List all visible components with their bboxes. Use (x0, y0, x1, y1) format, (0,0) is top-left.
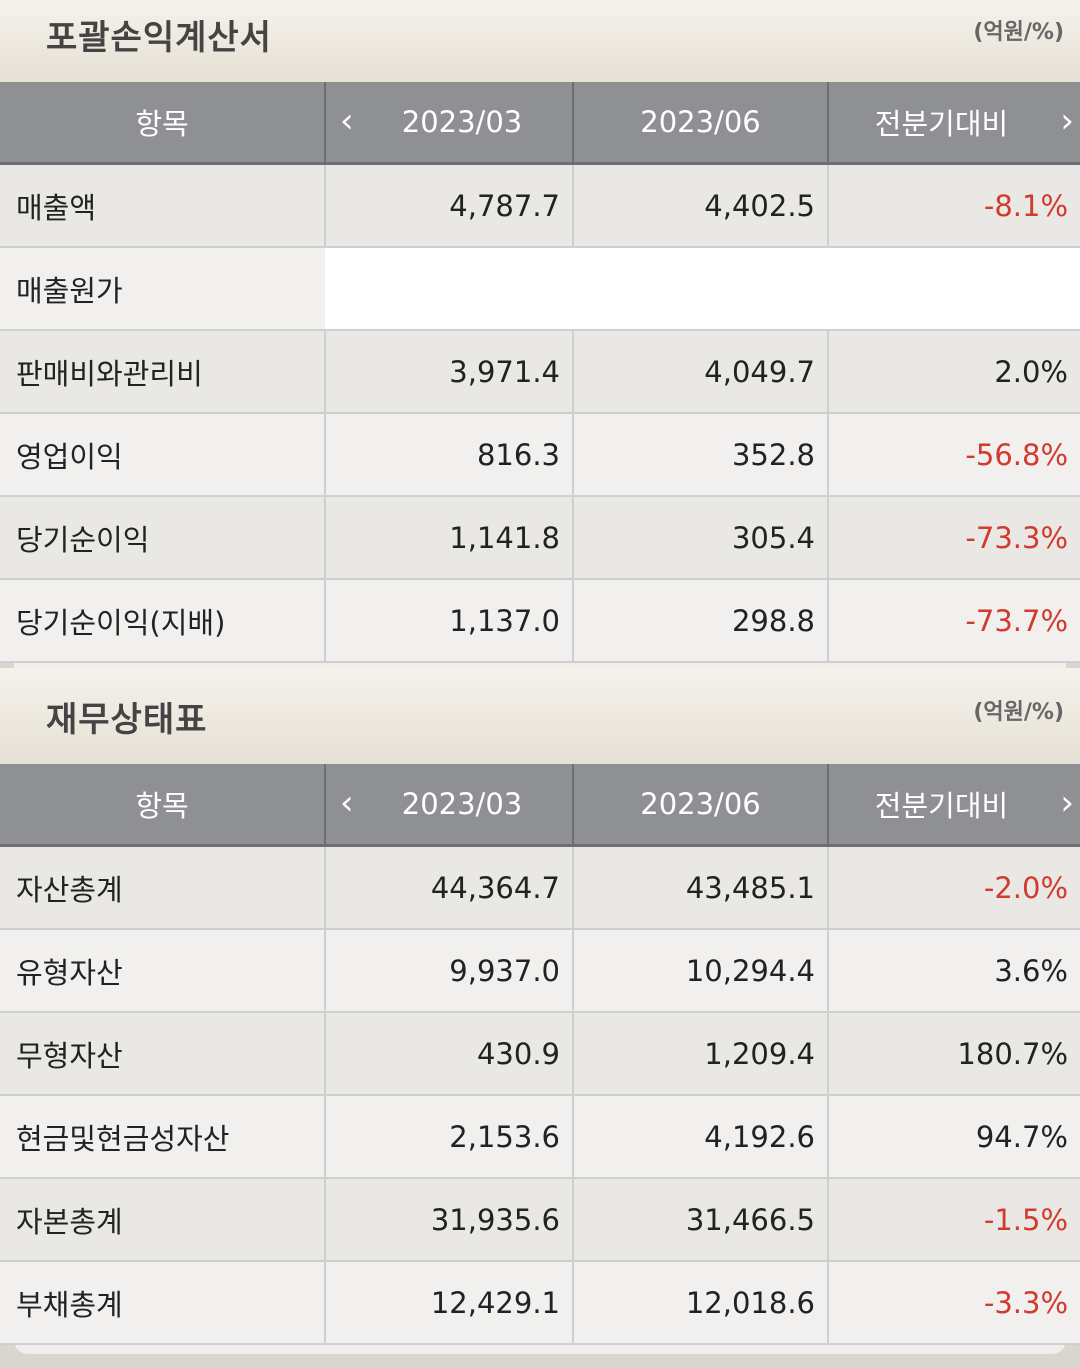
value-2023-03: 1,137.0 (324, 579, 573, 663)
table-row: 현금및현금성자산 2,153.6 4,192.6 94.7% (0, 1095, 1080, 1179)
value-2023-06: 352.8 (572, 413, 828, 497)
value-2023-06: 305.4 (572, 496, 828, 580)
table-row: 유형자산 9,937.0 10,294.4 3.6% (0, 929, 1080, 1013)
row-label: 영업이익 (0, 413, 325, 497)
income-statement-table: 항목 ‹ 2023/03 2023/06 전분기대비 › 매출액 4,787.7… (0, 82, 1080, 663)
value-2023-06: 4,402.5 (572, 163, 828, 248)
row-label: 부채총계 (0, 1261, 325, 1345)
balance-sheet-header: 재무상태표 (억원/%) (0, 668, 1080, 766)
income-statement-title: 포괄손익계산서 (46, 18, 272, 58)
row-label: 당기순이익(지배) (0, 579, 325, 663)
change-value: -73.7% (827, 579, 1080, 663)
column-header-period-1: ‹ 2023/03 (324, 82, 573, 165)
value-2023-03: 44,364.7 (324, 845, 573, 930)
table-row: 자본총계 31,935.6 31,466.5 -1.5% (0, 1178, 1080, 1262)
table-row: 영업이익 816.3 352.8 -56.8% (0, 413, 1080, 497)
table-row: 부채총계 12,429.1 12,018.6 -3.3% (0, 1261, 1080, 1345)
change-value: 180.7% (827, 1012, 1080, 1096)
change-value: -2.0% (827, 845, 1080, 930)
table-row: 무형자산 430.9 1,209.4 180.7% (0, 1012, 1080, 1096)
change-value: 3.6% (827, 929, 1080, 1013)
value-2023-03: 12,429.1 (324, 1261, 573, 1345)
row-label: 무형자산 (0, 1012, 325, 1096)
value-2023-03: 816.3 (324, 413, 573, 497)
table-row: 매출원가 (0, 247, 1080, 331)
column-header-period-2: 2023/06 (572, 764, 828, 847)
row-label: 자본총계 (0, 1178, 325, 1262)
change-value: -56.8% (827, 413, 1080, 497)
row-label: 매출원가 (0, 247, 325, 331)
row-label: 매출액 (0, 163, 325, 248)
value-2023-03: 430.9 (324, 1012, 573, 1096)
income-unit-label: (억원/%) (973, 20, 1064, 45)
value-2023-06: 10,294.4 (572, 929, 828, 1013)
value-2023-06: 43,485.1 (572, 845, 828, 930)
table-header-row: 항목 ‹ 2023/03 2023/06 전분기대비 › (0, 82, 1080, 165)
value-2023-06: 12,018.6 (572, 1261, 828, 1345)
column-header-change: 전분기대비 › (827, 764, 1080, 847)
table-row: 판매비와관리비 3,971.4 4,049.7 2.0% (0, 330, 1080, 414)
value-2023-06: 4,192.6 (572, 1095, 828, 1179)
balance-unit-label: (억원/%) (973, 700, 1064, 725)
value-2023-06: 4,049.7 (572, 330, 828, 414)
table-header-row: 항목 ‹ 2023/03 2023/06 전분기대비 › (0, 764, 1080, 847)
column-header-item: 항목 (0, 764, 325, 847)
column-header-period-1: ‹ 2023/03 (324, 764, 573, 847)
value-2023-03: 9,937.0 (324, 929, 573, 1013)
change-value: -8.1% (827, 163, 1080, 248)
chevron-left-icon[interactable]: ‹ (340, 101, 354, 142)
row-label: 당기순이익 (0, 496, 325, 580)
value-2023-03: 4,787.7 (324, 163, 573, 248)
change-value: 2.0% (827, 330, 1080, 414)
table-row: 당기순이익(지배) 1,137.0 298.8 -73.7% (0, 579, 1080, 663)
chevron-left-icon[interactable]: ‹ (340, 783, 354, 824)
table-row: 자산총계 44,364.7 43,485.1 -2.0% (0, 845, 1080, 930)
change-value: -3.3% (827, 1261, 1080, 1345)
table-row: 당기순이익 1,141.8 305.4 -73.3% (0, 496, 1080, 580)
change-value: 94.7% (827, 1095, 1080, 1179)
column-header-item: 항목 (0, 82, 325, 165)
column-header-period-2: 2023/06 (572, 82, 828, 165)
change-value: -73.3% (827, 496, 1080, 580)
value-2023-03: 31,935.6 (324, 1178, 573, 1262)
value-2023-03: 2,153.6 (324, 1095, 573, 1179)
change-value: -1.5% (827, 1178, 1080, 1262)
chevron-right-icon[interactable]: › (1060, 783, 1074, 824)
row-label: 판매비와관리비 (0, 330, 325, 414)
row-label: 유형자산 (0, 929, 325, 1013)
value-2023-03: 3,971.4 (324, 330, 573, 414)
value-2023-06: 1,209.4 (572, 1012, 828, 1096)
row-label: 현금및현금성자산 (0, 1095, 325, 1179)
income-statement-header: 포괄손익계산서 (억원/%) (0, 0, 1080, 84)
chevron-right-icon[interactable]: › (1060, 101, 1074, 142)
column-header-change: 전분기대비 › (827, 82, 1080, 165)
row-label: 자산총계 (0, 845, 325, 930)
balance-sheet-table: 항목 ‹ 2023/03 2023/06 전분기대비 › 자산총계 44,364… (0, 764, 1080, 1345)
value-2023-03: 1,141.8 (324, 496, 573, 580)
empty-values (325, 247, 1080, 331)
value-2023-06: 31,466.5 (572, 1178, 828, 1262)
value-2023-06: 298.8 (572, 579, 828, 663)
balance-sheet-title: 재무상태표 (46, 700, 208, 740)
table-row: 매출액 4,787.7 4,402.5 -8.1% (0, 163, 1080, 248)
